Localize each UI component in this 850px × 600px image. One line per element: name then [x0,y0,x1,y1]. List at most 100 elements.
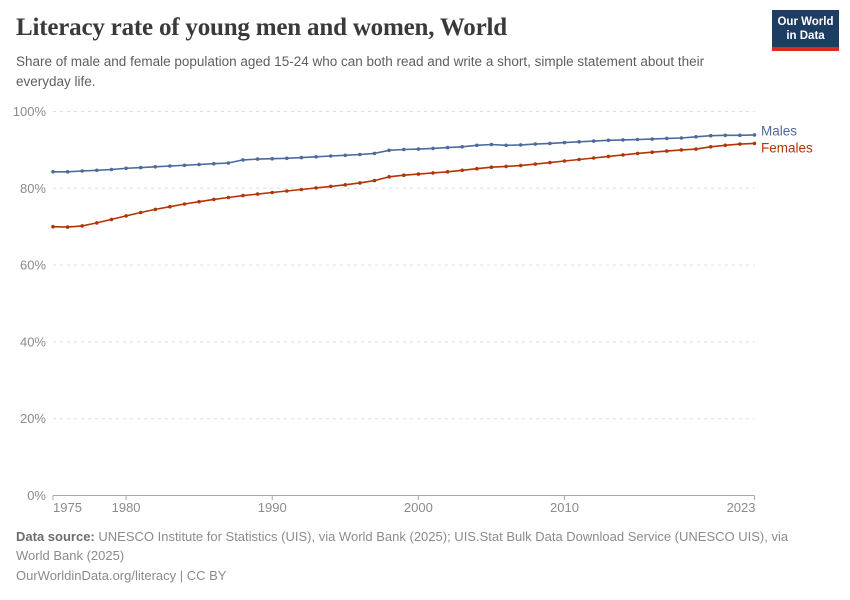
females-point [197,199,201,204]
owid-logo: Our World in Data [772,10,839,51]
x-axis-label: 1990 [258,500,287,515]
males-point [416,147,421,151]
females-line [52,142,756,228]
females-point [241,193,245,198]
females-point [138,210,143,215]
males-point [212,161,216,166]
females-point [606,154,611,159]
females-point [635,151,640,156]
females-point [548,160,552,165]
females-point [533,162,538,166]
males-point [489,142,494,147]
data-source-label: Data source: [16,529,95,544]
males-point [548,141,552,146]
x-axis-label: 1980 [112,500,141,515]
females-point [285,189,289,193]
x-axis-label: 1975 [53,500,82,515]
females-point [387,175,391,179]
males-point [708,133,713,138]
x-axis-label: 2023 [727,500,756,515]
males-point [752,133,757,137]
males-point [533,142,538,146]
females-point [431,171,435,175]
y-axis-labels: 0% 20% 40% 60% 80% 100% [13,104,47,503]
females-point [255,192,260,196]
y-axis-label: 0% [27,488,46,503]
females-point [504,164,508,169]
chart-subtitle: Share of male and female population aged… [16,54,705,89]
males-point [694,135,698,139]
males-point [65,170,70,174]
males-point [153,165,158,169]
males-point [445,145,450,150]
females-point [65,225,70,229]
y-axis-label: 40% [20,334,46,349]
females-point [402,173,406,177]
males-point [226,161,231,165]
page-title: Literacy rate of young men and women, Wo… [16,14,507,41]
x-axis-label: 2010 [550,500,579,515]
females-series: Females [51,140,813,229]
males-point [621,138,625,142]
x-axis: 1975 1980 1990 2000 2010 2023 [52,495,756,515]
males-point [577,140,581,144]
females-point [475,166,479,171]
females-point [226,195,231,200]
females-point [328,184,333,189]
males-point [650,137,654,141]
males-point [635,137,640,142]
males-point [109,167,114,172]
males-point [138,165,143,170]
legend-label-females: Females [761,140,813,155]
data-source-line: Data source: UNESCO Institute for Statis… [16,528,818,565]
females-point [591,156,596,160]
owid-logo-line2: in Data [786,30,825,42]
males-point [270,156,275,161]
females-point [708,145,713,149]
females-point [665,149,669,153]
females-point [723,143,728,148]
y-axis-label: 100% [13,104,47,119]
males-point [168,164,172,168]
females-point [738,142,742,146]
females-point [460,168,465,173]
owid-logo-line1: Our World [777,16,834,28]
females-point [679,148,684,152]
females-point [752,141,757,146]
males-point [328,154,333,158]
males-point [387,148,391,153]
males-point [402,147,406,152]
males-point [51,170,55,174]
males-point [562,140,567,145]
y-axis-label: 60% [20,258,46,273]
males-point [738,133,742,138]
females-point [650,150,654,154]
males-point [124,166,128,171]
males-point [591,139,596,143]
legend-label-males: Males [761,123,797,138]
females-point [299,187,304,192]
license-line: OurWorldinData.org/literacy | CC BY [16,568,227,583]
females-point [109,217,114,222]
males-point [504,143,508,148]
females-point [153,207,158,212]
males-point [343,153,348,158]
females-point [168,204,172,209]
males-point [182,163,187,168]
males-point [606,138,611,143]
females-point [694,147,698,151]
males-point [723,133,728,138]
males-point [518,143,523,147]
x-axis-label: 2000 [404,500,433,515]
females-point [51,224,55,229]
females-point [95,221,99,225]
males-point [80,169,84,173]
males-point [241,158,245,162]
males-point [460,145,465,149]
females-point [358,181,362,185]
y-axis-label: 20% [20,411,46,426]
females-point [518,163,523,168]
gridlines [53,111,755,420]
females-point [343,183,348,187]
